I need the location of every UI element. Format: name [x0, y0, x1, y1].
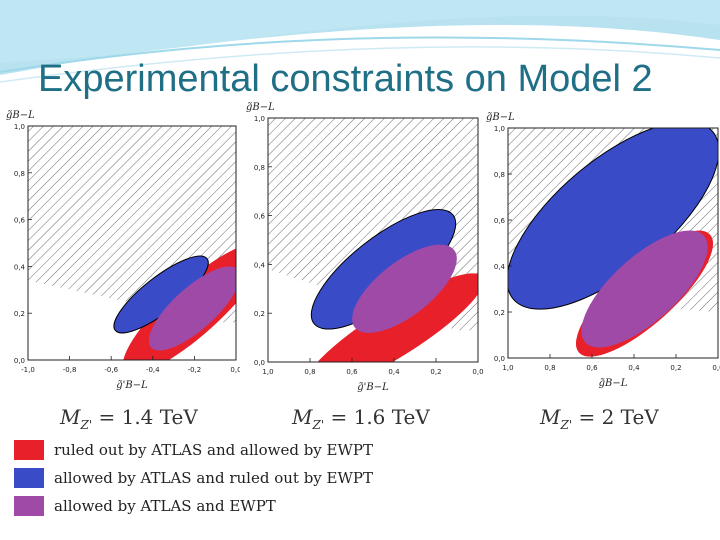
x-tick-label: 0,8: [544, 364, 555, 372]
y-tick-label: 0,2: [254, 310, 265, 318]
y-tick-label: 0,2: [494, 309, 505, 317]
plot-frame: [267, 117, 479, 363]
y-axis-label: g̃B−L: [6, 110, 35, 121]
plot-panel-1: -1,0 -0,8 -0,6 -0,4 -0,2 0,0 0,0 0,2 0,4 0,6 0,8 1,…: [6, 110, 240, 391]
y-axis-label: g̃B−L: [246, 102, 275, 113]
y-tick-label: 0,4: [254, 261, 266, 269]
x-tick-label: 1,0: [502, 364, 513, 372]
x-tick-label: 0,6: [346, 368, 358, 376]
x-tick-label: 0,8: [304, 368, 315, 376]
y-tick-label: 0,8: [254, 164, 265, 172]
legend-label-blue: allowed by ATLAS and ruled out by EWPT: [54, 469, 373, 487]
mass-label-3: MZ' = 2 TeV: [540, 405, 659, 432]
plot-frame: [507, 127, 719, 359]
y-tick-label: 1,0: [254, 115, 265, 123]
x-tick-label: 0,0: [472, 368, 483, 376]
plot-frame: [27, 125, 237, 361]
legend-label-red: ruled out by ATLAS and allowed by EWPT: [54, 441, 373, 459]
plot-panel-2: 1,0 0,8 0,6 0,4 0,2 0,0 0,0 0,2 0,4 0,6 0,8 1,0 g̃'B…: [246, 102, 484, 393]
legend-swatch-red: [14, 440, 44, 460]
y-tick-label: 0,2: [14, 310, 25, 318]
y-tick-label: 1,0: [14, 123, 25, 131]
legend-swatch-purple: [14, 496, 44, 516]
x-tick-label: -0,2: [188, 366, 202, 374]
x-tick-label: 0,6: [586, 364, 598, 372]
legend-swatch-blue: [14, 468, 44, 488]
region-purple: [581, 230, 708, 348]
x-tick-label: -1,0: [21, 366, 35, 374]
y-tick-label: 0,8: [494, 171, 505, 179]
header-decoration: [0, 0, 720, 83]
x-axis-label: g̃B−L: [599, 378, 628, 389]
legend-label-purple: allowed by ATLAS and EWPT: [54, 497, 276, 515]
x-tick-label: 0,2: [670, 364, 681, 372]
x-tick-label: 0,4: [628, 364, 640, 372]
y-tick-label: 0,4: [494, 263, 506, 271]
mass-label-1: MZ' = 1.4 TeV: [60, 405, 198, 432]
y-tick-label: 0,0: [254, 359, 265, 367]
x-tick-label: 0,0: [712, 364, 720, 372]
region-purple: [352, 244, 457, 333]
region-purple: [148, 266, 236, 351]
x-axis-label: g̃'B−L: [116, 380, 148, 391]
y-tick-label: 0,6: [14, 217, 26, 225]
y-tick-label: 0,6: [254, 213, 266, 221]
y-tick-label: 0,6: [494, 217, 506, 225]
x-tick-label: 0,0: [230, 366, 240, 374]
y-axis-label: g̃B−L: [486, 112, 515, 123]
plot-panel-3: 1,0 0,8 0,6 0,4 0,2 0,0 0,0 0,2 0,4 0,6 0,8 1,0 g̃B−…: [486, 112, 720, 389]
region-red: [304, 273, 478, 362]
x-tick-label: 0,4: [388, 368, 400, 376]
x-tick-label: 1,0: [262, 368, 273, 376]
y-tick-label: 0,0: [14, 357, 25, 365]
x-tick-label: -0,6: [104, 366, 118, 374]
y-tick-label: 0,4: [14, 263, 26, 271]
y-tick-label: 1,0: [494, 125, 505, 133]
y-tick-label: 0,0: [494, 355, 505, 363]
mass-label-2: MZ' = 1.6 TeV: [292, 405, 430, 432]
x-tick-label: -0,4: [146, 366, 160, 374]
slide-title: Experimental constraints on Model 2: [38, 58, 653, 100]
x-tick-label: 0,2: [430, 368, 441, 376]
y-tick-label: 0,8: [14, 170, 25, 178]
x-tick-label: -0,8: [63, 366, 77, 374]
x-axis-label: g̃'B−L: [357, 382, 389, 393]
